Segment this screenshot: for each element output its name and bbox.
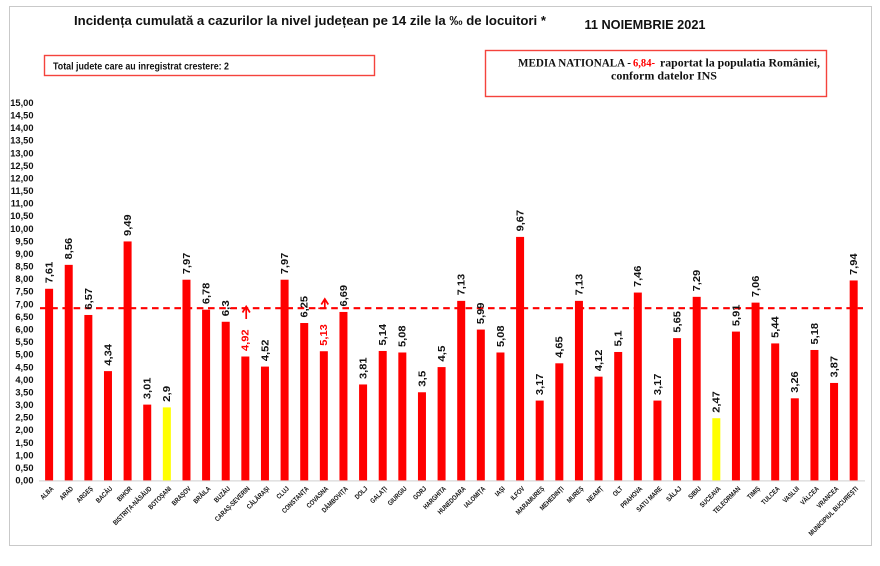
svg-text:Incidența cumulată a cazurilor: Incidența cumulată a cazurilor la nivel … <box>74 13 547 28</box>
svg-text:5,91: 5,91 <box>730 304 742 326</box>
svg-text:4,92: 4,92 <box>240 329 252 351</box>
svg-text:6,00: 6,00 <box>15 325 33 335</box>
svg-text:6,50: 6,50 <box>15 312 33 322</box>
svg-text:6,3: 6,3 <box>220 300 232 316</box>
svg-text:11,00: 11,00 <box>11 199 34 209</box>
svg-text:10,50: 10,50 <box>10 211 33 221</box>
svg-text:7,06: 7,06 <box>750 275 762 297</box>
svg-text:7,13: 7,13 <box>456 274 468 296</box>
svg-text:11 NOIEMBRIE 2021: 11 NOIEMBRIE 2021 <box>585 18 706 32</box>
svg-text:5,00: 5,00 <box>15 350 33 360</box>
svg-text:3,26: 3,26 <box>789 371 801 393</box>
svg-text:7,94: 7,94 <box>848 253 860 275</box>
svg-text:4,52: 4,52 <box>259 339 271 361</box>
svg-text:12,00: 12,00 <box>10 173 33 183</box>
svg-text:5,08: 5,08 <box>397 325 409 347</box>
svg-text:6,25: 6,25 <box>299 296 311 318</box>
svg-text:7,00: 7,00 <box>15 299 33 309</box>
svg-text:11,50: 11,50 <box>11 186 34 196</box>
svg-text:5,13: 5,13 <box>318 324 330 346</box>
svg-text:conform datelor INS: conform datelor INS <box>611 70 717 83</box>
svg-text:6,78: 6,78 <box>200 283 212 305</box>
svg-text:8,50: 8,50 <box>15 262 33 272</box>
svg-text:9,49: 9,49 <box>122 214 134 236</box>
svg-text:4,12: 4,12 <box>593 349 605 371</box>
svg-text:4,34: 4,34 <box>102 344 114 366</box>
svg-text:7,50: 7,50 <box>15 287 33 297</box>
svg-text:2,00: 2,00 <box>15 425 33 435</box>
svg-text:2,47: 2,47 <box>711 391 723 413</box>
svg-text:3,17: 3,17 <box>652 373 664 395</box>
svg-text:14,00: 14,00 <box>10 123 33 133</box>
svg-text:4,00: 4,00 <box>15 375 33 385</box>
svg-text:7,29: 7,29 <box>691 270 703 292</box>
svg-text:1,50: 1,50 <box>15 438 33 448</box>
svg-text:5,14: 5,14 <box>377 324 389 346</box>
svg-text:6,84-: 6,84- <box>633 57 655 70</box>
svg-text:3,87: 3,87 <box>828 356 840 378</box>
svg-text:3,17: 3,17 <box>534 373 546 395</box>
svg-text:4,5: 4,5 <box>436 345 448 361</box>
svg-text:0,00: 0,00 <box>15 476 33 486</box>
svg-text:10,00: 10,00 <box>10 224 33 234</box>
svg-text:8,00: 8,00 <box>15 274 33 284</box>
svg-text:3,01: 3,01 <box>142 377 154 399</box>
svg-text:3,81: 3,81 <box>357 357 369 379</box>
svg-text:7,97: 7,97 <box>279 253 291 275</box>
svg-text:6,69: 6,69 <box>338 285 350 307</box>
svg-text:5,44: 5,44 <box>770 316 782 338</box>
svg-text:5,1: 5,1 <box>613 330 625 346</box>
svg-text:0,50: 0,50 <box>15 463 33 473</box>
svg-text:MEDIA NATIONALA -: MEDIA NATIONALA - <box>518 57 631 70</box>
svg-text:5,50: 5,50 <box>15 337 33 347</box>
svg-text:2,9: 2,9 <box>161 386 173 402</box>
svg-text:7,46: 7,46 <box>632 265 644 287</box>
svg-text:13,00: 13,00 <box>10 148 33 158</box>
svg-text:1,00: 1,00 <box>15 450 33 460</box>
svg-text:7,13: 7,13 <box>573 274 585 296</box>
svg-text:12,50: 12,50 <box>10 161 33 171</box>
svg-text:3,5: 3,5 <box>416 371 428 387</box>
svg-text:5,08: 5,08 <box>495 325 507 347</box>
svg-text:7,97: 7,97 <box>181 253 193 275</box>
svg-text:9,00: 9,00 <box>15 249 33 259</box>
svg-text:Total judete care au inregistr: Total judete care au inregistrat crester… <box>53 62 229 73</box>
svg-text:3,50: 3,50 <box>15 388 33 398</box>
svg-text:4,50: 4,50 <box>15 362 33 372</box>
svg-text:2,50: 2,50 <box>15 413 33 423</box>
svg-text:4,65: 4,65 <box>554 336 566 358</box>
svg-text:15,00: 15,00 <box>10 98 33 108</box>
svg-text:7,61: 7,61 <box>44 262 56 284</box>
svg-text:6,57: 6,57 <box>83 288 95 310</box>
svg-text:9,50: 9,50 <box>15 236 33 246</box>
svg-text:raportat la populatia României: raportat la populatia României, <box>660 57 820 70</box>
svg-text:5,99: 5,99 <box>475 302 487 324</box>
svg-text:5,65: 5,65 <box>671 311 683 333</box>
svg-text:9,67: 9,67 <box>514 210 526 232</box>
svg-text:14,50: 14,50 <box>10 111 33 121</box>
svg-text:13,50: 13,50 <box>10 136 33 146</box>
svg-text:5,18: 5,18 <box>809 323 821 345</box>
svg-text:3,00: 3,00 <box>15 400 33 410</box>
svg-text:8,56: 8,56 <box>63 238 75 260</box>
